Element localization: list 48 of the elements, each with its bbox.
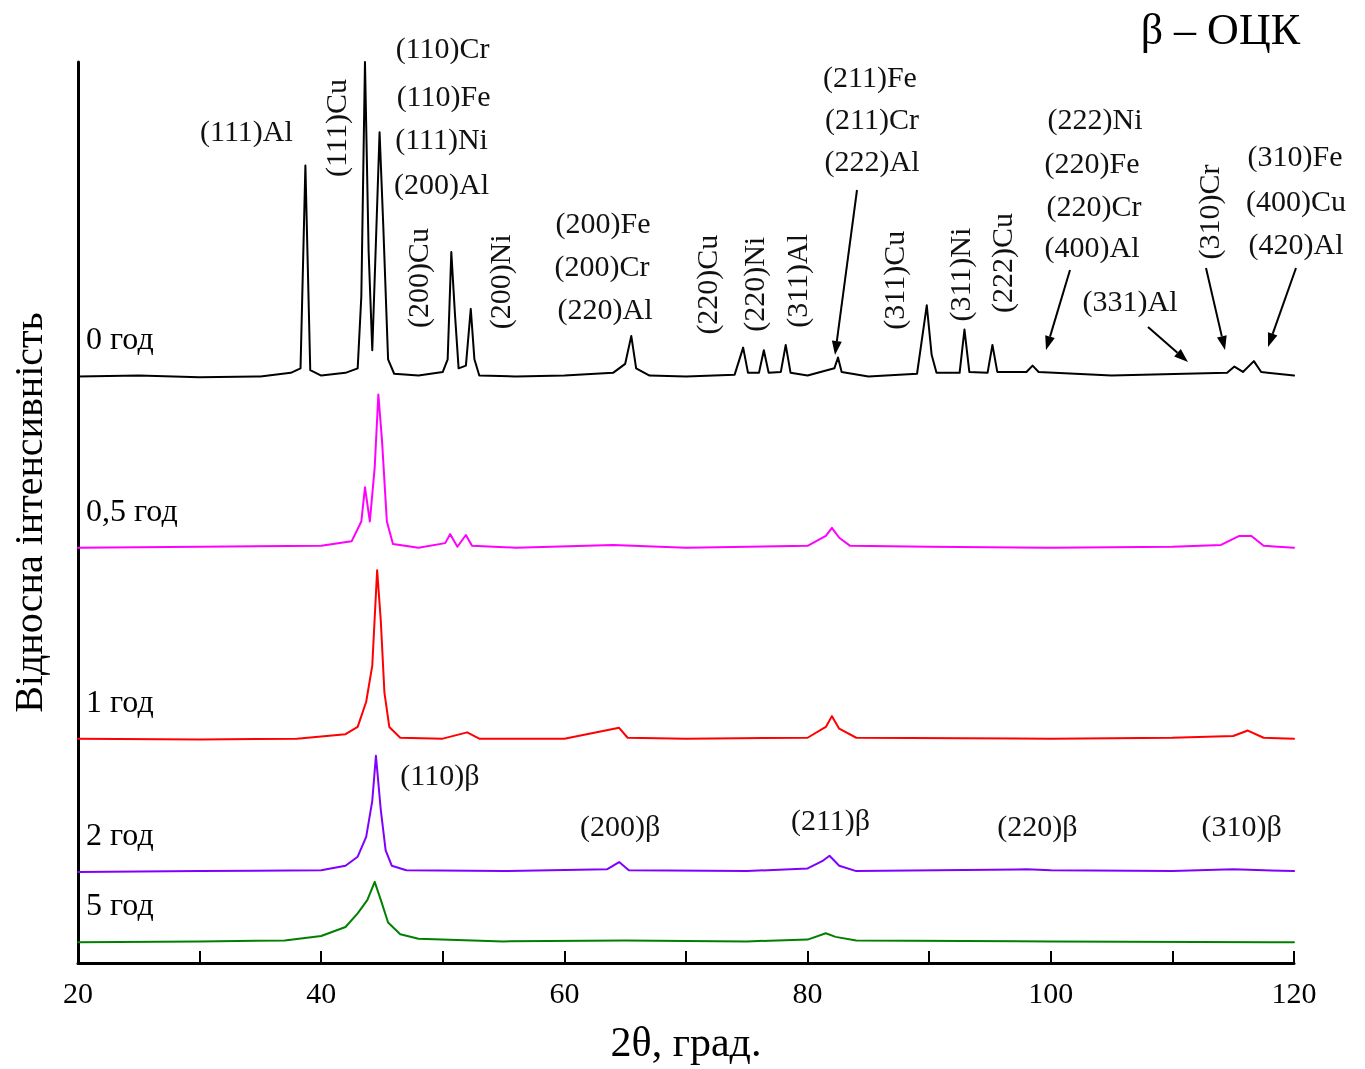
x-tick-label: 20 [63, 975, 93, 1009]
annotation: (110)Fe [396, 78, 491, 113]
series-label: 0 год [86, 320, 154, 357]
annotation: (111)Ni [395, 121, 488, 156]
y-axis-title: Відносна інтенсивність [5, 312, 51, 713]
series-label: 1 год [86, 682, 154, 719]
annotation: (110)Cr [395, 30, 490, 65]
annotation: (211)Fe [823, 59, 917, 94]
x-tick-label: 60 [549, 975, 580, 1009]
x-tick-label: 120 [1271, 975, 1317, 1009]
annotation: (110)β [400, 758, 480, 793]
annotation: (310)Fe [1247, 138, 1343, 173]
annotation: (222)Ni [1047, 101, 1143, 136]
x-tick-label: 100 [1028, 975, 1074, 1009]
annotation: (200)Al [394, 166, 490, 201]
annotation: (200)Cu [400, 228, 435, 329]
series-label: 5 год [86, 886, 154, 923]
annotation: (200)Cr [554, 248, 650, 283]
annotation: (200)Ni [483, 234, 518, 330]
annotation: (200)β [579, 808, 661, 843]
annotation: (111)Al [200, 114, 293, 149]
annotation: (220)Cr [1046, 188, 1142, 223]
annotation: (311)Cu [877, 230, 912, 330]
annotation: (220)Al [557, 291, 653, 326]
x-axis-title: 2θ, град. [610, 1019, 762, 1065]
x-tick-label: 80 [792, 975, 823, 1009]
annotation: (331)Al [1082, 283, 1178, 318]
annotation: (222)Cu [984, 212, 1019, 313]
annotation: (310)β [1201, 808, 1282, 843]
annotation: (400)Cu [1246, 183, 1346, 218]
annotation: (111)Cu [319, 79, 354, 177]
annotation: (200)Fe [555, 205, 651, 240]
series-label: 0,5 год [86, 491, 178, 528]
series-label: 2 год [86, 816, 154, 852]
x-tick-label: 40 [306, 975, 337, 1009]
annotation: (222)Al [824, 143, 920, 178]
chart-title: β – ОЦК [1140, 4, 1301, 54]
annotation: (220)Cu [689, 234, 724, 335]
annotation: (311)Ni [942, 227, 977, 322]
annotation: (311)Al [780, 233, 815, 328]
annotation: (211)Cr [825, 101, 919, 136]
annotation: (310)Cr [1191, 164, 1226, 260]
annotation: (220)Ni [737, 236, 772, 332]
annotation: (420)Al [1248, 226, 1344, 261]
annotation: (220)β [997, 808, 1078, 843]
annotation: (211)β [790, 803, 871, 838]
annotation: (220)Fe [1044, 145, 1140, 180]
annotation: (400)Al [1044, 229, 1140, 264]
